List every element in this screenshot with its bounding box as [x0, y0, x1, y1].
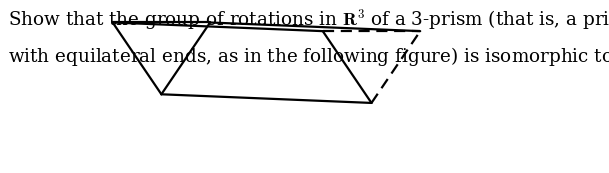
Text: with equilateral ends, as in the following figure) is isomorphic to $D_3$.: with equilateral ends, as in the followi… — [8, 45, 609, 68]
Text: Show that the group of rotations in $\mathbf{R}^3$ of a 3-prism (that is, a pris: Show that the group of rotations in $\ma… — [8, 7, 609, 31]
